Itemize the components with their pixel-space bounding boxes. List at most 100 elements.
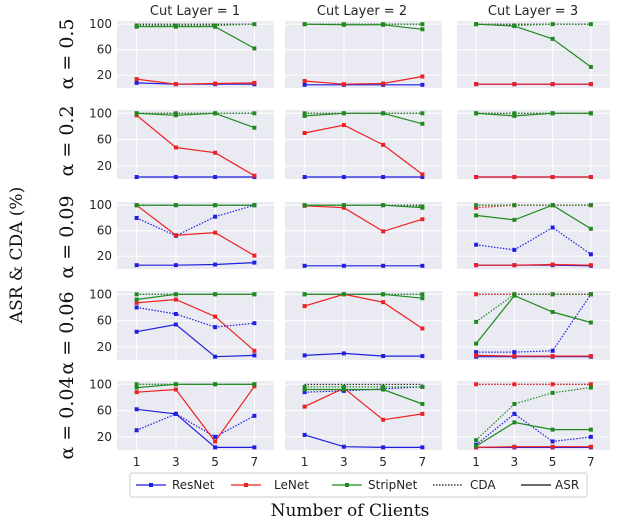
lenet-asr-point [588,82,593,87]
stripnet-asr-point [512,293,517,298]
panel-r5-c2: 1 3 5 7 [285,381,442,469]
stripnet-asr-point [302,113,307,118]
panel-background [285,21,442,88]
lenet-asr-point [252,253,257,258]
resnet-asr-point [420,445,425,450]
x-tick-label: 7 [419,455,427,469]
stripnet-asr-point [381,203,386,208]
lenet-asr-point [302,404,307,409]
panel-r1-c1: 20 60 100 [89,17,274,88]
panel-r1-c2 [285,21,442,88]
stripnet-cda-point [588,22,593,27]
column-title-3: Cut Layer = 3 [488,4,578,19]
stripnet-asr-point [213,382,218,387]
lenet-asr-point [550,82,555,87]
lenet-asr-point [512,444,517,449]
resnet-cda-point [512,350,517,355]
resnet-asr-point [381,354,386,359]
y-axis-label: ASR & CDA (%) [7,187,27,324]
lenet-asr-line [304,75,423,85]
resnet-asr-point [213,175,218,180]
lenet-asr-point [550,354,555,359]
stripnet-cda-point [512,203,517,208]
stripnet-asr-point [474,444,479,449]
stripnet-cda-point [474,438,479,443]
lenet-asr-point [173,233,178,238]
resnet-cda-point [550,439,555,444]
row-label-5: α = 0.04 [56,376,78,459]
stripnet-asr-point [341,22,346,27]
lenet-asr-point [252,80,257,85]
stripnet-asr-line [304,388,423,405]
lenet-asr-line [304,293,423,329]
stripnet-asr-point [302,292,307,297]
stripnet-asr-line [304,293,423,299]
stripnet-asr-point [252,292,257,297]
stripnet-asr-point [252,382,257,387]
panel-r4-c3 [457,291,610,360]
resnet-cda-line [136,413,255,438]
stripnet-asr-point [588,226,593,231]
panel-r3-c2 [285,202,442,269]
stripnet-cda-point [420,292,425,297]
stripnet-asr-point [134,24,139,29]
lenet-asr-point [588,263,593,268]
stripnet-asr-point [474,341,479,346]
resnet-asr-point [420,354,425,359]
lenet-asr-point [474,82,479,87]
lenet-asr-point [173,82,178,87]
y-tick-label: 100 [89,17,112,31]
x-axis-label: Number of Clients [271,501,430,521]
lenet-cda-point [474,382,479,387]
stripnet-cda-point [512,402,517,406]
stripnet-asr-point [173,292,178,297]
resnet-cda-point [134,215,139,220]
stripnet-asr-line [475,294,592,344]
lenet-asr-point [173,145,178,150]
stripnet-asr-line [136,112,255,129]
resnet-cda-point [252,321,257,326]
resnet-asr-point [173,322,178,327]
stripnet-cda-point [420,111,425,116]
panel-r3-c1: 20 60 100 [89,198,274,269]
lenet-asr-point [302,78,307,83]
stripnet-asr-line [136,26,255,49]
resnet-cda-point [550,348,555,353]
y-tick-label: 20 [97,340,112,354]
stripnet-asr-point [420,205,425,210]
stripnet-cda-point [512,111,517,116]
lenet-asr-point [420,217,425,222]
stripnet-cda-point [550,292,555,297]
lenet-asr-point [134,390,139,395]
resnet-asr-point [213,445,218,450]
panel-background [285,110,442,179]
resnet-cda-point [588,252,593,257]
stripnet-asr-point [252,125,257,130]
x-tick-label: 7 [251,455,259,469]
stripnet-cda-point [474,319,479,324]
stripnet-cda-line [475,293,591,323]
lenet-asr-line [304,205,423,233]
lenet-asr-line [476,446,591,448]
stripnet-asr-point [550,111,555,116]
lenet-asr-line [136,385,255,443]
lenet-asr-point [420,172,425,177]
lenet-asr-point [512,354,517,359]
lenet-asr-line [136,78,255,85]
legend-resnet-marker [149,483,153,487]
stripnet-asr-line [476,204,592,230]
lenet-cda-point [550,382,555,387]
stripnet-asr-point [474,22,479,27]
stripnet-asr-point [213,111,218,116]
stripnet-asr-point [588,427,593,432]
resnet-asr-point [252,353,257,358]
stripnet-cda-point [341,384,346,389]
lenet-asr-point [213,230,218,235]
y-tick-label: 60 [97,314,112,328]
resnet-asr-line [136,262,255,266]
resnet-cda-point [134,428,139,433]
stripnet-asr-point [173,113,178,118]
lenet-asr-point [420,326,425,331]
